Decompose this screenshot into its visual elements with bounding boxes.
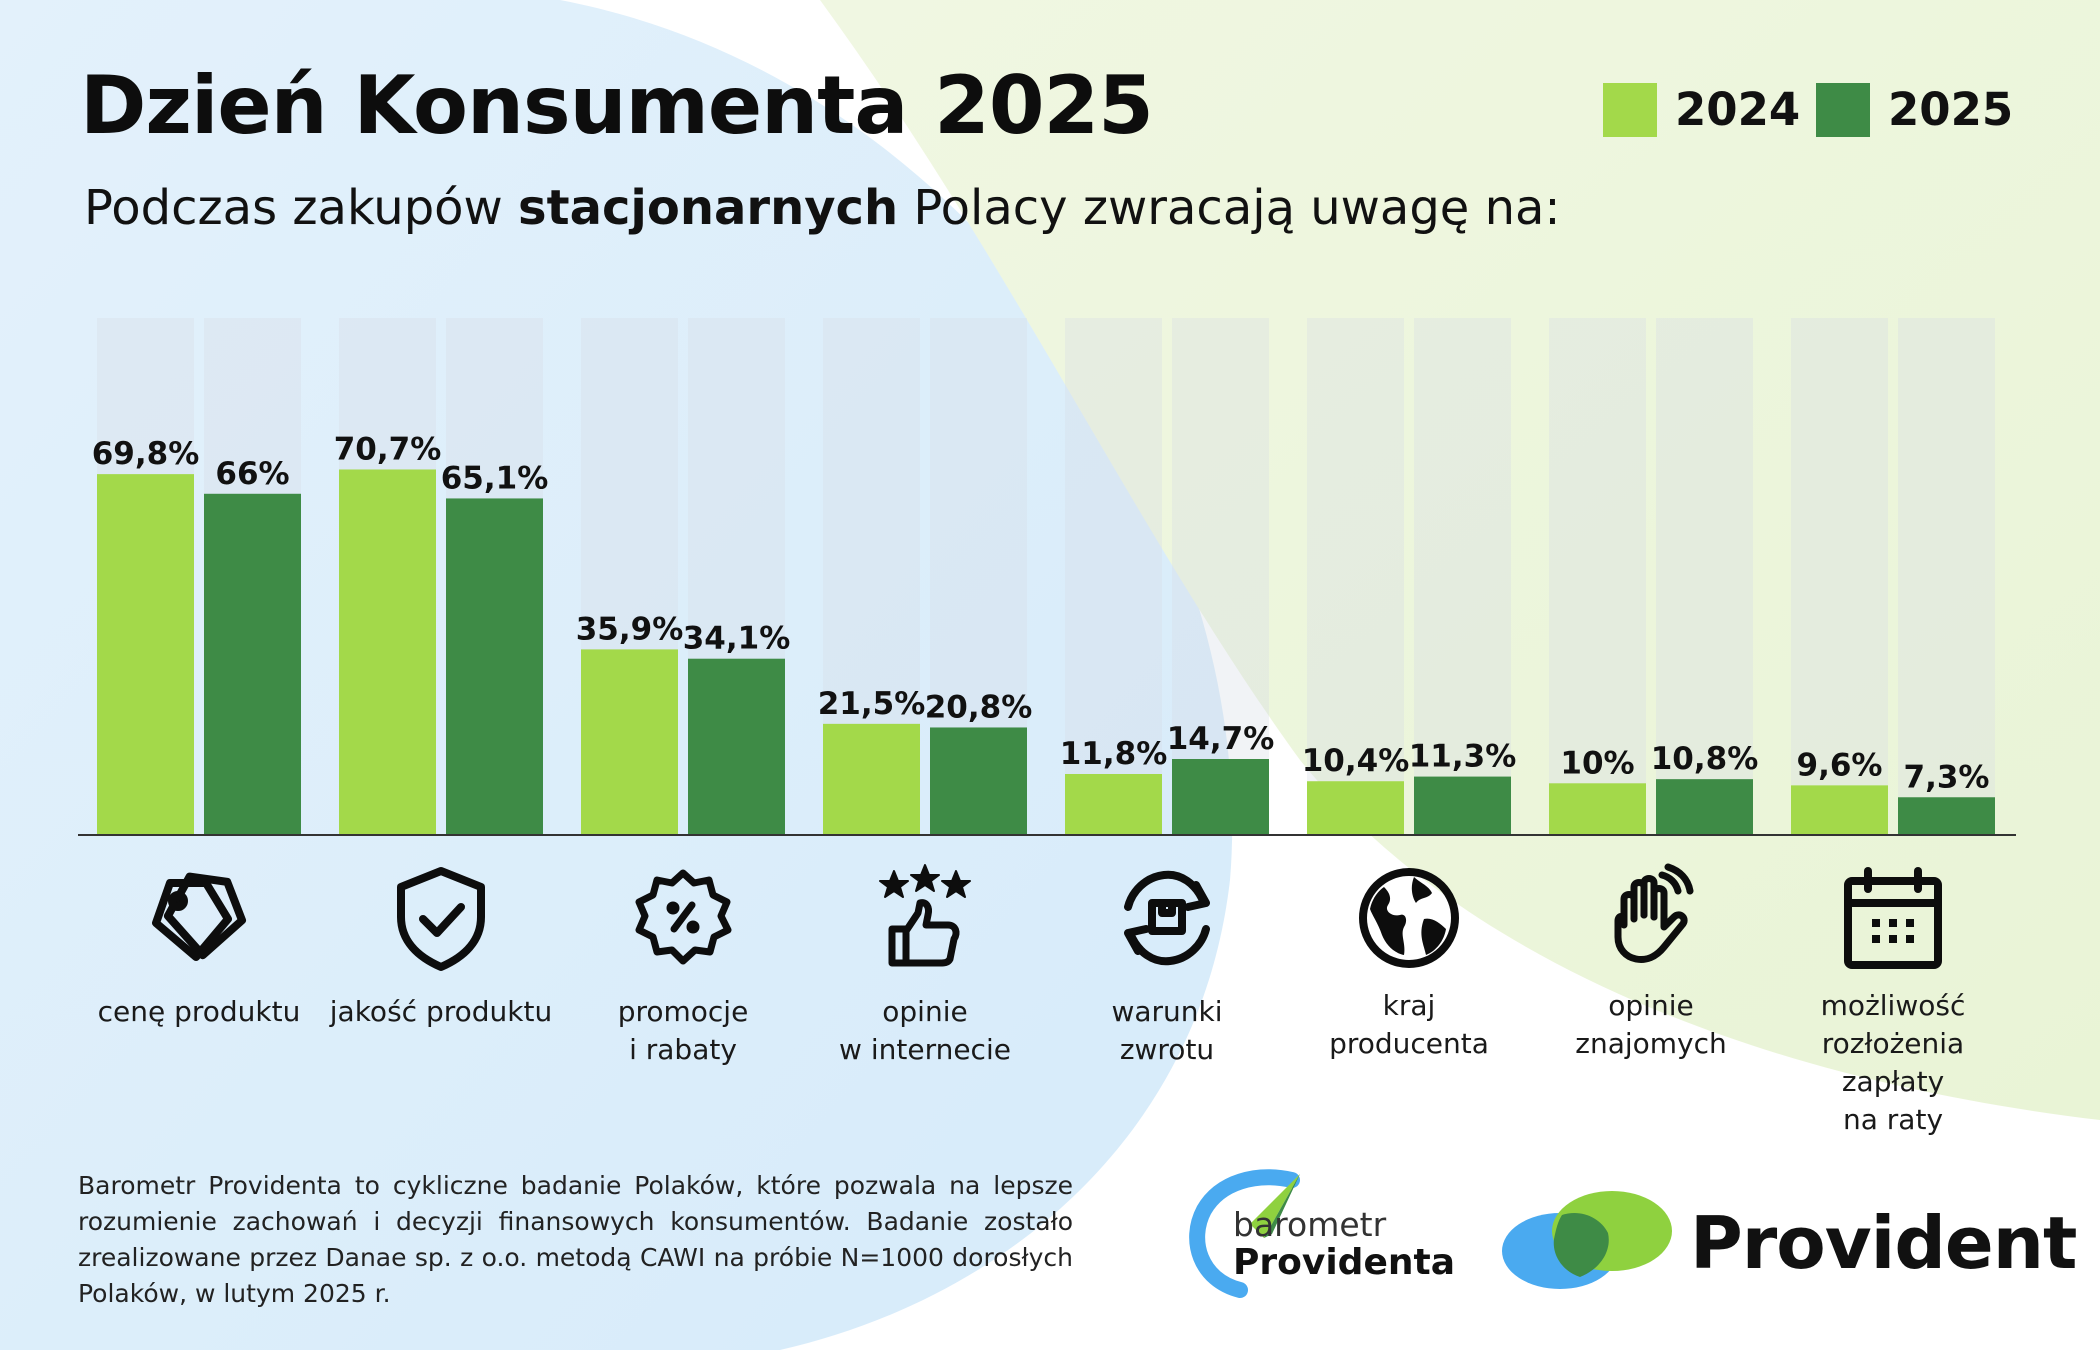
bar-2024-4 [1065,773,1162,835]
subtitle-text-bold: stacjonarnych [518,180,899,236]
globe-icon [1359,868,1459,968]
category-label-4: warunki zwrotu [1111,995,1223,1066]
barometr-logo-line1: barometr [1233,1205,1387,1244]
price-tag-icon [152,872,247,961]
bar-2025-6 [1656,779,1753,835]
provident-logo: Provident [1500,1185,2077,1295]
value-label-2025-3: 20,8% [925,689,1033,725]
value-label-2025-4: 14,7% [1167,721,1275,757]
bar-2025-5 [1414,776,1511,835]
category-label-7: możliwość rozłożenia zapłaty na raty [1820,989,1966,1136]
category-label-2: promocje i rabaty [617,995,749,1066]
bar-2024-2 [581,649,678,835]
value-label-2025-1: 65,1% [441,460,549,496]
waving-hand-icon [1614,863,1694,963]
bar-track [1656,318,1753,835]
value-label-2024-1: 70,7% [334,431,442,467]
calendar-icon [1844,867,1942,969]
bar-track [1791,318,1888,835]
bar-track [1065,318,1162,835]
bar-track [1898,318,1995,835]
value-label-2024-3: 21,5% [818,686,926,722]
bar-track [1307,318,1404,835]
category-label-3: opinie w internecie [839,995,1011,1066]
thumbs-up-stars-icon [879,864,971,967]
bar-2025-4 [1172,759,1269,835]
subtitle-text-after: Polacy zwracają uwagę na: [898,180,1561,236]
page-subtitle: Podczas zakupów stacjonarnych Polacy zwr… [84,180,1561,238]
barometr-logo-line2: Providenta [1233,1242,1455,1283]
bar-2024-1 [339,469,436,835]
value-label-2025-0: 66% [215,456,289,492]
bar-track [1172,318,1269,835]
return-box-icon [1124,870,1210,966]
legend-label-2025: 2025 [1888,83,2014,136]
value-label-2024-6: 10% [1560,745,1634,781]
value-label-2025-2: 34,1% [683,621,791,657]
bar-track [1549,318,1646,835]
value-label-2024-2: 35,9% [576,611,684,647]
legend-swatch-2025 [1816,83,1870,137]
value-label-2024-4: 11,8% [1060,736,1168,772]
bar-2024-3 [823,723,920,835]
bar-2024-7 [1791,785,1888,835]
bar-2024-6 [1549,783,1646,835]
bar-2025-2 [688,658,785,835]
value-label-2025-7: 7,3% [1904,759,1990,795]
bar-2025-3 [930,727,1027,835]
value-label-2025-5: 11,3% [1409,739,1517,775]
provident-logo-text: Provident [1690,1201,2077,1285]
category-label-1: jakość produktu [329,995,553,1028]
value-label-2024-7: 9,6% [1797,747,1883,783]
provident-logo-mark [1502,1191,1672,1289]
category-label-0: cenę produktu [97,995,301,1028]
footnote: Barometr Providenta to cykliczne badanie… [78,1171,1073,1308]
page-title: Dzień Konsumenta 2025 [80,59,1154,152]
barometr-providenta-logo: barometr Providenta [1180,1160,1455,1300]
value-label-2024-0: 69,8% [92,436,200,472]
legend-swatch-2024 [1603,83,1657,137]
bar-2024-5 [1307,781,1404,835]
legend-label-2024: 2024 [1675,83,1801,136]
bar-2025-0 [204,493,301,835]
shield-check-icon [397,867,485,971]
bar-track [1414,318,1511,835]
value-label-2025-6: 10,8% [1651,741,1759,777]
bar-2025-7 [1898,797,1995,835]
category-label-6: opinie znajomych [1575,989,1727,1060]
subtitle-text-before: Podczas zakupów [84,180,519,236]
barometr-logo-mark [1189,1169,1300,1298]
bar-2025-1 [446,498,543,835]
discount-badge-icon [635,869,732,965]
bar-2024-0 [97,474,194,835]
category-label-5: kraj producenta [1329,989,1489,1060]
value-label-2024-5: 10,4% [1302,743,1410,779]
